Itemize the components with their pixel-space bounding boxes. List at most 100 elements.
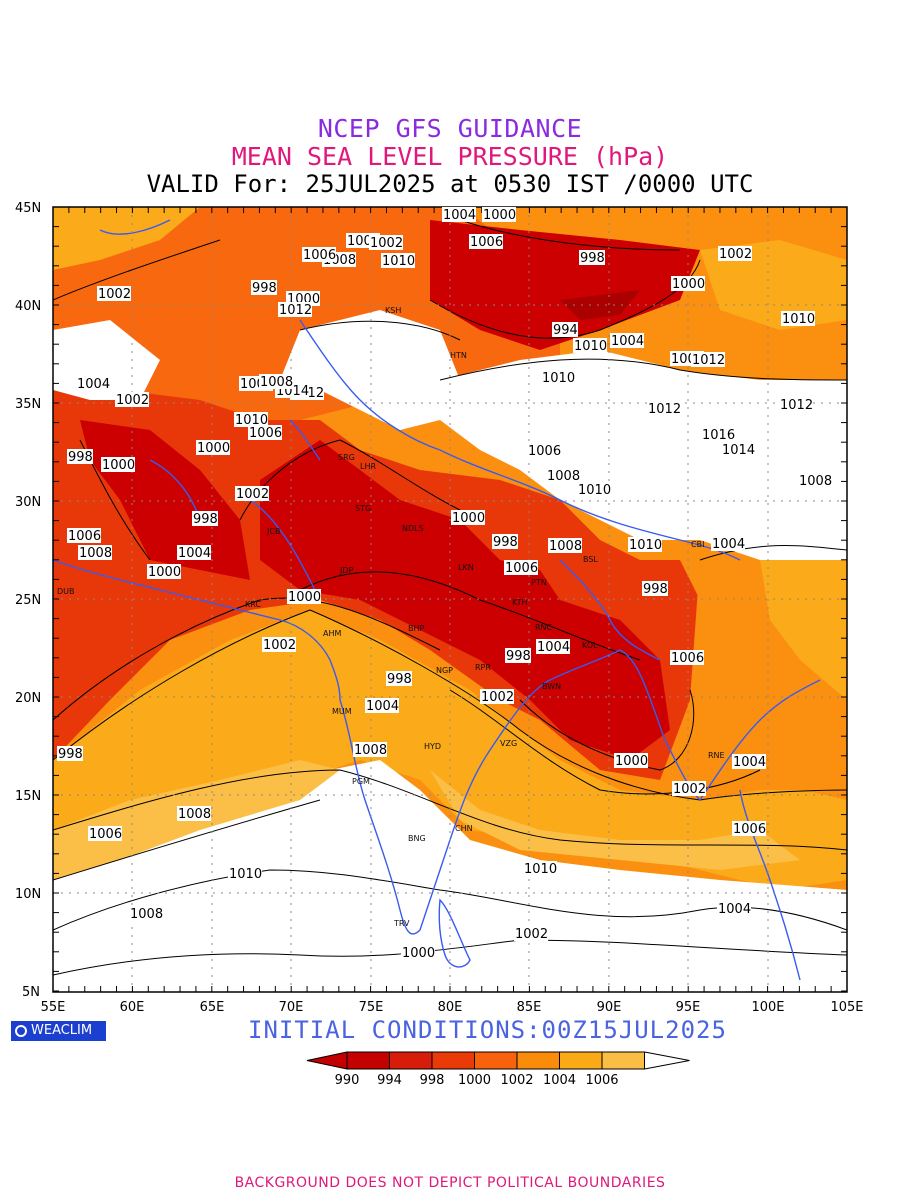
contour-label-bg <box>504 560 538 575</box>
fill-highland-west <box>280 310 460 430</box>
lon-label: 55E <box>41 1000 66 1015</box>
colorbar-swatch <box>559 1051 603 1070</box>
contour-label-bg <box>235 486 269 501</box>
colorbar-label: 1002 <box>500 1073 533 1088</box>
contour-label: 1010 <box>229 867 262 882</box>
contour-label-bg <box>541 370 575 385</box>
lon-label: 95E <box>676 1000 701 1015</box>
chart-title: NCEP GFS GUIDANCE <box>317 114 583 143</box>
contour-label-bg <box>701 427 735 442</box>
contour-label: 1000 <box>483 208 516 223</box>
contour-label: 1010 <box>629 538 662 553</box>
contour-label-bg <box>401 945 435 960</box>
contour-label: 994 <box>553 323 578 338</box>
contour-label-bg <box>381 253 415 268</box>
city-label: BWN <box>542 682 561 691</box>
contour-label-bg <box>78 545 112 560</box>
lon-label: 70E <box>279 1000 304 1015</box>
city-label: JDP <box>339 566 354 575</box>
contour-label-bg <box>196 440 230 455</box>
contour-label-bg <box>718 246 752 261</box>
contour-label-bg <box>610 333 644 348</box>
colorbar-swatch <box>431 1051 475 1070</box>
city-label: NGP <box>436 666 453 675</box>
contour-label-bg <box>67 528 101 543</box>
lat-label: 40N <box>15 299 41 314</box>
colorbar-swatch <box>389 1051 433 1070</box>
contour-label: 1008 <box>799 474 832 489</box>
lon-label: 60E <box>120 1000 145 1015</box>
lat-label: 25N <box>15 593 41 608</box>
city-label: RNE <box>708 751 725 760</box>
lon-label: 65E <box>200 1000 225 1015</box>
contour-label: 1004 <box>611 334 644 349</box>
contour-label: 1000 <box>288 590 321 605</box>
contour-label: 1010 <box>542 371 575 386</box>
city-label: LKN <box>458 563 474 572</box>
contour-label-bg <box>527 443 561 458</box>
city-label: KOL <box>582 641 598 650</box>
contour-label-bg <box>670 650 704 665</box>
city-label: DUB <box>57 587 75 596</box>
contour-label: 1008 <box>178 807 211 822</box>
lat-label: 45N <box>15 201 41 216</box>
city-label: SRG <box>338 453 355 462</box>
chart-subtitle: MEAN SEA LEVEL PRESSURE (hPa) <box>231 142 669 171</box>
contour-label: 1012 <box>279 303 312 318</box>
fill-1004-ne <box>700 240 847 330</box>
contour-label-bg <box>67 449 93 464</box>
contour-label-bg <box>451 510 485 525</box>
contour-label-bg <box>177 545 211 560</box>
contour-label: 1008 <box>354 743 387 758</box>
lon-label: 90E <box>597 1000 622 1015</box>
fill-990 <box>560 290 640 320</box>
contour-label-bg <box>546 468 580 483</box>
city-label: BSL <box>583 555 598 564</box>
contour-label-bg <box>57 746 83 761</box>
contour-label-bg <box>721 442 755 457</box>
contour-label: 1002 <box>236 487 269 502</box>
footer-note: BACKGROUND DOES NOT DEPICT POLITICAL BOU… <box>234 1175 666 1191</box>
contour-label-bg <box>101 457 135 472</box>
contour-label-bg <box>717 901 751 916</box>
city-label: KSH <box>385 306 401 315</box>
contour-label-bg <box>711 536 745 551</box>
contour-label: 1008 <box>549 539 582 554</box>
city-label: PGM <box>352 777 370 786</box>
colorbar-label: 1004 <box>543 1073 576 1088</box>
contour-label: 1012 <box>648 402 681 417</box>
lat-label: 20N <box>15 691 41 706</box>
contour-label: 1010 <box>574 339 607 354</box>
city-label: KRC <box>245 600 261 609</box>
contour-label: 1006 <box>671 651 704 666</box>
contour-label-bg <box>259 374 293 389</box>
contour-label-bg <box>647 401 681 416</box>
contour-label-bg <box>353 742 387 757</box>
contour-label: 1010 <box>382 254 415 269</box>
contour-label-bg <box>672 781 706 796</box>
contour-label: 1000 <box>615 754 648 769</box>
colorbar-swatch <box>516 1051 560 1070</box>
contour-label-bg <box>552 322 578 337</box>
contour-label: 998 <box>493 535 518 550</box>
pressure-fill <box>53 207 847 992</box>
city-label: BNG <box>408 834 426 843</box>
lat-label: 5N <box>22 985 40 1000</box>
contour-label: 1002 <box>116 393 149 408</box>
contour-label: 1002 <box>719 247 752 262</box>
contour-label: 1004 <box>443 208 476 223</box>
colorbar-swatch <box>474 1051 518 1070</box>
contour-label: 1000 <box>402 946 435 961</box>
contour-label-bg <box>514 926 548 941</box>
contour-label: 998 <box>193 512 218 527</box>
contour-label: 1006 <box>505 561 538 576</box>
contour-label: 1008 <box>260 375 293 390</box>
city-label: LHR <box>360 462 376 471</box>
contour-label-bg <box>798 473 832 488</box>
contour-label-bg <box>579 250 605 265</box>
lon-label: 105E <box>830 1000 863 1015</box>
contour-label: 1004 <box>178 546 211 561</box>
contour-label-bg <box>248 425 282 440</box>
contour-label-bg <box>505 648 531 663</box>
contour-label-bg <box>577 482 611 497</box>
